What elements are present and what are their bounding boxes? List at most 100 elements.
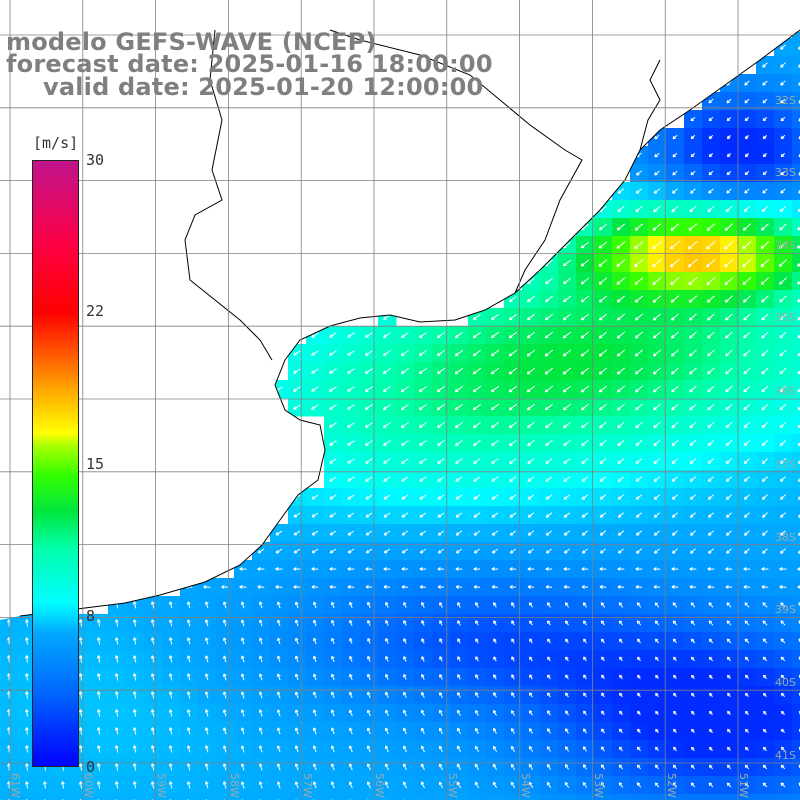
wind-arrow	[709, 692, 713, 698]
wind-arrow	[780, 152, 786, 158]
wind-arrow	[527, 440, 535, 447]
wind-arrow	[455, 567, 463, 571]
wind-arrow	[347, 350, 355, 356]
wind-arrow	[312, 709, 317, 717]
wind-arrow	[365, 422, 373, 428]
wind-speed-cell	[324, 794, 343, 800]
wind-arrow	[331, 601, 335, 609]
wind-arrow	[671, 567, 679, 571]
wind-arrow	[634, 331, 643, 339]
wind-arrow	[511, 602, 515, 608]
wind-arrow	[527, 512, 535, 518]
wind-arrow	[493, 656, 497, 662]
wind-arrow	[294, 727, 299, 735]
wind-arrow	[150, 637, 155, 645]
wind-arrow	[329, 332, 337, 338]
wind-arrow	[545, 295, 553, 303]
wind-arrow	[222, 673, 227, 681]
wind-arrow	[744, 620, 750, 626]
wind-arrow	[798, 602, 800, 606]
wind-arrow	[491, 440, 499, 447]
wind-arrow	[150, 763, 155, 771]
wind-arrow	[562, 277, 571, 285]
wind-arrow	[384, 763, 389, 771]
wind-arrow	[544, 403, 553, 411]
wind-arrow	[670, 349, 679, 357]
wind-arrow	[295, 601, 299, 609]
wind-arrow	[383, 585, 391, 589]
wind-arrow	[421, 601, 425, 608]
wind-arrow	[383, 567, 391, 571]
wind-arrow	[654, 134, 660, 140]
wind-arrow	[780, 674, 786, 680]
wind-arrow	[654, 602, 660, 608]
wind-arrow	[619, 656, 623, 662]
wind-arrow	[276, 709, 281, 717]
wind-arrow	[204, 727, 209, 735]
wind-arrow	[168, 601, 173, 609]
wind-arrow	[546, 746, 552, 752]
wind-arrow	[439, 727, 443, 735]
wind-arrow	[690, 188, 696, 194]
wind-arrow	[472, 331, 481, 339]
wind-arrow	[634, 313, 643, 321]
wind-arrow	[779, 403, 787, 411]
wind-arrow	[671, 385, 679, 393]
wind-arrow	[689, 421, 697, 429]
wind-arrow	[491, 548, 498, 554]
wind-arrow	[743, 331, 751, 339]
wind-arrow	[562, 295, 571, 303]
wind-arrow	[690, 620, 696, 626]
wind-arrow	[616, 259, 626, 267]
wind-arrow	[706, 277, 716, 286]
wind-speed-cell	[162, 794, 181, 800]
wind-arrow	[364, 368, 373, 374]
wind-arrow	[402, 745, 407, 753]
wind-arrow	[635, 188, 643, 194]
wind-arrow	[168, 763, 173, 771]
wind-arrow	[529, 692, 533, 698]
wind-arrow	[294, 745, 299, 753]
wind-arrow	[725, 421, 733, 429]
wind-arrow	[689, 494, 697, 500]
wind-arrow	[456, 745, 461, 753]
wind-arrow	[347, 440, 355, 446]
wind-arrow	[634, 241, 644, 249]
wind-arrow	[150, 781, 155, 789]
wind-speed-cell	[792, 182, 800, 201]
wind-speed-cell	[720, 794, 739, 800]
wind-arrow	[511, 692, 515, 698]
wind-arrow	[545, 512, 553, 518]
wind-speed-cell	[666, 794, 685, 800]
wind-arrow	[529, 602, 533, 608]
wind-arrow	[436, 403, 445, 411]
wind-arrow	[689, 458, 697, 464]
wind-arrow	[706, 240, 716, 250]
wind-speed-cell	[792, 362, 800, 381]
wind-arrow	[455, 458, 463, 464]
wind-arrow	[436, 385, 445, 393]
wind-arrow	[545, 494, 553, 500]
wind-arrow	[634, 367, 643, 375]
wind-arrow	[528, 745, 534, 752]
wind-arrow	[527, 548, 534, 554]
wind-arrow	[672, 782, 678, 788]
wind-arrow	[186, 745, 191, 753]
wind-arrow	[780, 116, 786, 122]
wind-arrow	[276, 655, 281, 663]
wind-arrow	[671, 188, 678, 194]
wind-arrow	[492, 745, 498, 752]
wind-arrow	[581, 440, 589, 447]
wind-arrow	[726, 153, 732, 158]
wind-speed-cell	[486, 794, 505, 800]
wind-arrow	[293, 368, 301, 374]
wind-arrow	[527, 295, 535, 303]
wind-arrow	[581, 476, 589, 482]
wind-arrow	[691, 710, 695, 716]
wind-arrow	[454, 385, 464, 393]
wind-arrow	[527, 476, 535, 482]
wind-arrow	[547, 692, 551, 698]
wind-arrow	[779, 585, 787, 589]
wind-arrow	[311, 494, 319, 500]
wind-arrow	[762, 710, 767, 716]
